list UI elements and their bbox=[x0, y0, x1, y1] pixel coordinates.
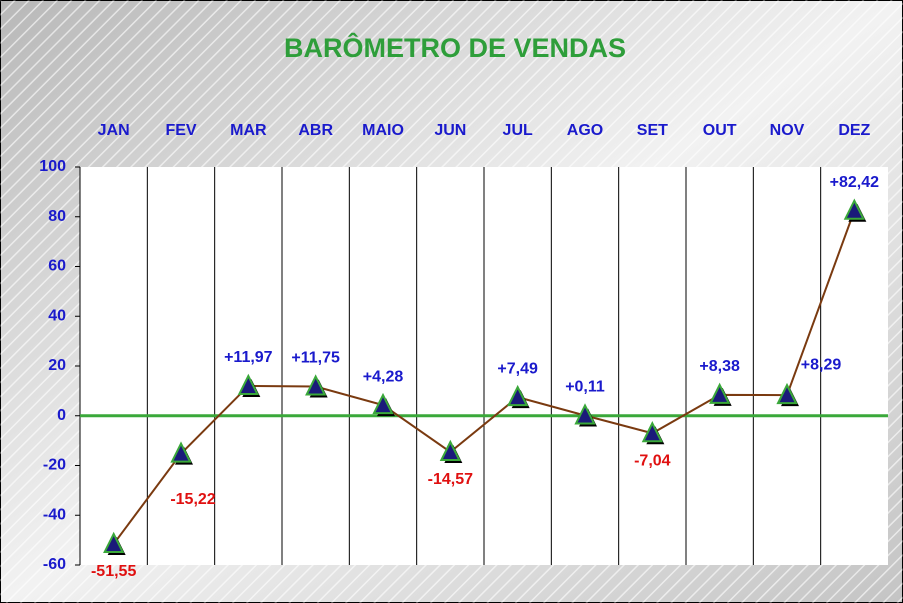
category-label: NOV bbox=[770, 122, 805, 139]
y-tick-label: -40 bbox=[43, 506, 66, 523]
category-label: MAR bbox=[230, 122, 267, 139]
category-label: ABR bbox=[298, 122, 333, 139]
chart-title: BARÔMETRO DE VENDAS bbox=[284, 32, 626, 63]
category-label: JUN bbox=[434, 122, 466, 139]
value-label: +11,97 bbox=[224, 349, 273, 366]
category-label: OUT bbox=[703, 122, 737, 139]
marker bbox=[641, 421, 663, 443]
marker bbox=[507, 384, 529, 407]
value-label: +7,49 bbox=[497, 360, 538, 377]
marker bbox=[439, 439, 461, 461]
value-label: +8,38 bbox=[699, 358, 740, 375]
marker bbox=[103, 531, 125, 553]
value-label: +4,28 bbox=[363, 368, 404, 385]
value-label: +82,42 bbox=[830, 174, 879, 191]
marker bbox=[305, 374, 327, 396]
category-label: DEZ bbox=[838, 122, 870, 139]
value-label: -51,55 bbox=[91, 563, 136, 580]
y-tick-label: 40 bbox=[48, 307, 66, 324]
marker bbox=[237, 373, 259, 395]
value-label: +0,11 bbox=[565, 379, 605, 396]
marker bbox=[776, 382, 798, 405]
category-label: JAN bbox=[98, 122, 130, 139]
y-tick-label: -60 bbox=[43, 556, 66, 573]
value-label: -14,57 bbox=[428, 471, 473, 488]
marker bbox=[574, 403, 596, 425]
marker bbox=[372, 392, 394, 415]
y-tick-label: -20 bbox=[43, 457, 66, 474]
category-label: FEV bbox=[165, 122, 196, 139]
marker bbox=[170, 441, 192, 463]
value-label: +8,29 bbox=[801, 356, 842, 373]
y-tick-label: 0 bbox=[57, 407, 66, 424]
y-tick-label: 60 bbox=[48, 258, 66, 275]
y-tick-label: 100 bbox=[39, 158, 66, 175]
series-line bbox=[112, 210, 856, 545]
value-label: -15,22 bbox=[170, 491, 215, 508]
marker bbox=[709, 382, 731, 404]
value-label: +11,75 bbox=[291, 350, 340, 367]
y-tick-label: 80 bbox=[48, 208, 66, 225]
marker bbox=[843, 198, 865, 220]
value-label: -7,04 bbox=[634, 452, 671, 469]
category-label: MAIO bbox=[362, 122, 404, 139]
y-tick-label: 20 bbox=[48, 357, 66, 374]
category-label: AGO bbox=[567, 122, 603, 139]
category-label: JUL bbox=[503, 122, 533, 139]
category-label: SET bbox=[637, 122, 668, 139]
